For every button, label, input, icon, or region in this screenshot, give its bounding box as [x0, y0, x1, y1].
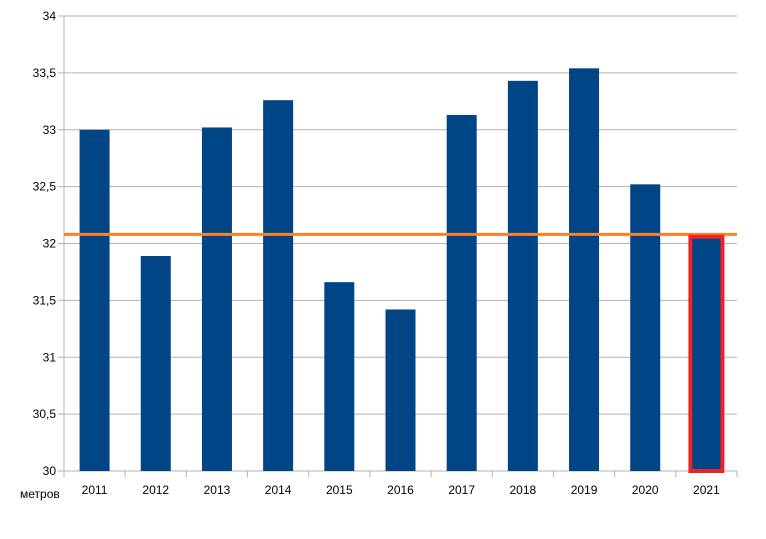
x-tick-label: 2017 [448, 483, 475, 497]
x-tick-label: 2011 [82, 483, 108, 497]
bar-2018 [507, 80, 538, 472]
highlight-box [688, 234, 725, 473]
y-tick-label: 31 [43, 350, 57, 364]
y-tick-label: 32 [43, 237, 57, 251]
x-tick-label: 2018 [510, 483, 537, 497]
bar-2020 [630, 184, 661, 471]
y-tick-label: 31,5 [33, 293, 57, 307]
x-axis-tick-labels: 2011 2012 2013 2014 2015 2016 2017 2018 2019 2020… [82, 483, 720, 497]
x-tick-label: 2019 [571, 483, 598, 497]
y-axis-tick-labels: 30 30,5 31 31,5 32 32,5 33 33,5 34 [33, 9, 57, 478]
bar-2019 [569, 68, 600, 471]
x-tick-label: 2012 [142, 483, 169, 497]
bar-2017 [446, 114, 477, 472]
y-tick-label: 30 [43, 464, 57, 478]
x-tick-label: 2015 [326, 483, 353, 497]
bar-2016 [385, 309, 416, 471]
x-tick-label: 2021 [693, 483, 720, 497]
bar-2014 [263, 100, 294, 472]
bars [79, 68, 722, 472]
y-tick-label: 30,5 [33, 407, 57, 421]
bar-2012 [140, 256, 171, 471]
gridlines [58, 15, 738, 477]
y-tick-label: 33 [43, 123, 57, 137]
highlight-box-2021 [688, 234, 725, 473]
unit-label: метров [20, 487, 60, 501]
y-tick-label: 34 [43, 9, 57, 23]
x-tick-label: 2013 [204, 483, 231, 497]
x-tick-label: 2020 [632, 483, 659, 497]
x-tick-label: 2014 [265, 483, 292, 497]
bar-2015 [324, 282, 355, 471]
bar-2021 [691, 237, 722, 471]
y-tick-label: 33,5 [33, 66, 57, 80]
bar-2011 [79, 129, 110, 471]
x-tick-label: 2016 [387, 483, 414, 497]
bar-2013 [201, 127, 232, 471]
y-tick-label: 32,5 [33, 180, 57, 194]
